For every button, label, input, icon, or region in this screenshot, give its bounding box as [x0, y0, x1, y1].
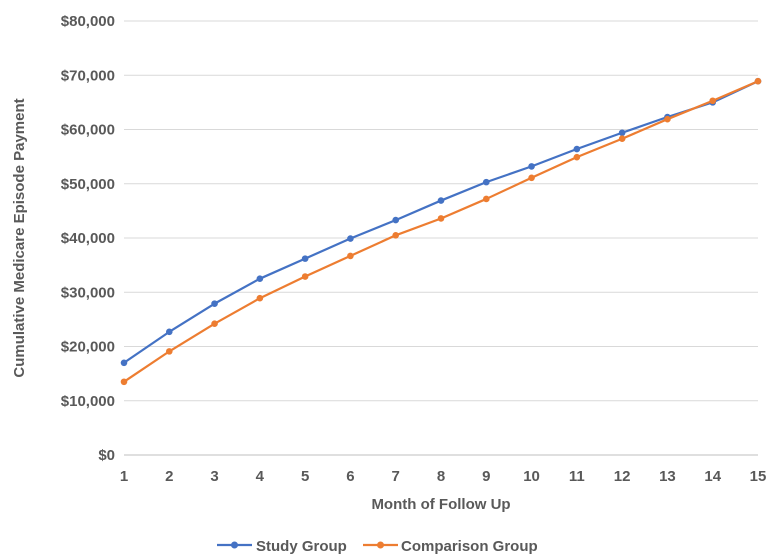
data-point — [573, 153, 581, 161]
series-comparison-group — [120, 77, 762, 386]
data-point — [165, 328, 173, 336]
data-point — [709, 97, 717, 105]
x-tick-label: 14 — [704, 468, 721, 485]
legend-label-comparison-group: Comparison Group — [401, 538, 538, 555]
data-point — [256, 294, 264, 302]
data-point — [120, 378, 128, 386]
y-tick-label: $50,000 — [61, 176, 115, 193]
y-tick-label: $70,000 — [61, 67, 115, 84]
data-point — [482, 195, 490, 203]
data-point — [165, 348, 173, 355]
data-point — [347, 252, 354, 260]
y-axis-title: Cumulative Medicare Episode Payment — [11, 98, 28, 377]
data-point — [120, 359, 128, 367]
x-tick-label: 10 — [523, 468, 540, 485]
x-tick-label: 4 — [256, 468, 265, 485]
y-tick-label: $20,000 — [61, 339, 115, 356]
y-tick-label: $80,000 — [61, 13, 115, 30]
data-point — [618, 135, 626, 143]
legend-item-study-group: Study Group — [217, 538, 347, 555]
x-tick-label: 11 — [569, 468, 585, 485]
data-point — [528, 163, 535, 170]
data-point — [437, 215, 445, 222]
y-tick-label: $0 — [98, 447, 115, 464]
y-axis-ticks: $0 $10,000 $20,000 $30,000 $40,000 $50,000 $60… — [61, 13, 115, 464]
x-tick-label: 8 — [437, 468, 445, 485]
data-point — [301, 273, 309, 280]
data-point — [392, 216, 400, 224]
x-tick-label: 7 — [392, 468, 400, 485]
x-tick-label: 12 — [614, 468, 631, 485]
y-tick-label: $40,000 — [61, 230, 115, 247]
data-point — [211, 320, 218, 328]
x-axis-ticks: 1 2 3 4 5 6 7 8 9 10 11 12 13 14 15 — [120, 468, 767, 485]
x-tick-label: 2 — [165, 468, 173, 485]
legend-item-comparison-group: Comparison Group — [363, 538, 538, 555]
series-lines — [120, 77, 762, 386]
y-tick-label: $30,000 — [61, 284, 115, 301]
data-point — [392, 231, 400, 239]
y-tick-label: $10,000 — [61, 393, 115, 410]
data-point — [437, 197, 445, 204]
x-axis-title: Month of Follow Up — [371, 496, 510, 513]
x-tick-label: 13 — [659, 468, 676, 485]
data-point — [618, 129, 626, 137]
series-study-group — [120, 77, 762, 367]
data-point — [256, 275, 264, 282]
y-tick-label: $60,000 — [61, 122, 115, 139]
legend-label-study-group: Study Group — [256, 538, 347, 555]
x-tick-label: 3 — [210, 468, 218, 485]
x-tick-label: 1 — [120, 468, 128, 485]
data-point — [482, 178, 490, 186]
data-point — [211, 300, 218, 307]
x-tick-label: 9 — [482, 468, 490, 485]
data-point — [528, 174, 535, 182]
data-point — [301, 255, 309, 262]
data-point — [754, 77, 762, 85]
data-point — [664, 115, 671, 123]
x-tick-label: 6 — [346, 468, 354, 485]
x-tick-label: 5 — [301, 468, 309, 485]
x-tick-label: 15 — [750, 468, 767, 485]
data-point — [347, 235, 354, 242]
series-line — [123, 80, 759, 383]
data-point — [573, 145, 581, 153]
gridlines — [124, 20, 758, 456]
legend: Study Group Comparison Group — [217, 538, 538, 555]
